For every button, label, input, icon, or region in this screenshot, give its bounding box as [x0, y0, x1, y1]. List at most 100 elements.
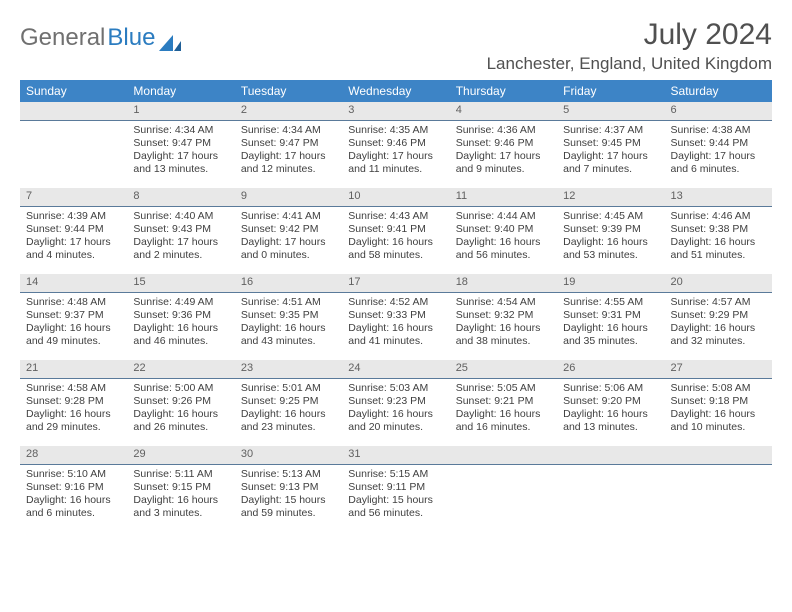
calendar-week-row: 28Sunrise: 5:10 AMSunset: 9:16 PMDayligh…	[20, 446, 772, 532]
daylight-text: Daylight: 16 hours	[348, 408, 443, 421]
daylight-text-2: and 53 minutes.	[563, 249, 658, 262]
daylight-text-2: and 26 minutes.	[133, 421, 228, 434]
calendar-day-cell: 31Sunrise: 5:15 AMSunset: 9:11 PMDayligh…	[342, 446, 449, 532]
sunset-text: Sunset: 9:15 PM	[133, 481, 228, 494]
sunrise-text: Sunrise: 4:55 AM	[563, 296, 658, 309]
empty-day-number	[450, 446, 557, 465]
sunrise-text: Sunrise: 4:57 AM	[671, 296, 766, 309]
day-content: Sunrise: 4:40 AMSunset: 9:43 PMDaylight:…	[127, 207, 234, 269]
sunrise-text: Sunrise: 4:49 AM	[133, 296, 228, 309]
daylight-text-2: and 2 minutes.	[133, 249, 228, 262]
sunset-text: Sunset: 9:21 PM	[456, 395, 551, 408]
empty-day-number	[20, 102, 127, 121]
sunset-text: Sunset: 9:23 PM	[348, 395, 443, 408]
calendar-day-cell	[665, 446, 772, 532]
sunrise-text: Sunrise: 5:10 AM	[26, 468, 121, 481]
sunrise-text: Sunrise: 5:01 AM	[241, 382, 336, 395]
calendar-day-cell: 19Sunrise: 4:55 AMSunset: 9:31 PMDayligh…	[557, 274, 664, 360]
day-content: Sunrise: 4:54 AMSunset: 9:32 PMDaylight:…	[450, 293, 557, 355]
day-number: 31	[342, 446, 449, 465]
day-content: Sunrise: 5:10 AMSunset: 9:16 PMDaylight:…	[20, 465, 127, 527]
calendar-day-cell: 1Sunrise: 4:34 AMSunset: 9:47 PMDaylight…	[127, 102, 234, 188]
calendar-day-cell: 27Sunrise: 5:08 AMSunset: 9:18 PMDayligh…	[665, 360, 772, 446]
day-content: Sunrise: 5:00 AMSunset: 9:26 PMDaylight:…	[127, 379, 234, 441]
calendar-day-cell: 30Sunrise: 5:13 AMSunset: 9:13 PMDayligh…	[235, 446, 342, 532]
sunset-text: Sunset: 9:37 PM	[26, 309, 121, 322]
daylight-text: Daylight: 16 hours	[133, 494, 228, 507]
sunset-text: Sunset: 9:26 PM	[133, 395, 228, 408]
sunset-text: Sunset: 9:32 PM	[456, 309, 551, 322]
day-number: 12	[557, 188, 664, 207]
day-content: Sunrise: 4:34 AMSunset: 9:47 PMDaylight:…	[235, 121, 342, 183]
calendar-day-cell: 15Sunrise: 4:49 AMSunset: 9:36 PMDayligh…	[127, 274, 234, 360]
sunset-text: Sunset: 9:13 PM	[241, 481, 336, 494]
calendar-day-cell: 6Sunrise: 4:38 AMSunset: 9:44 PMDaylight…	[665, 102, 772, 188]
sunrise-text: Sunrise: 4:38 AM	[671, 124, 766, 137]
sunset-text: Sunset: 9:41 PM	[348, 223, 443, 236]
daylight-text-2: and 23 minutes.	[241, 421, 336, 434]
calendar-day-cell: 13Sunrise: 4:46 AMSunset: 9:38 PMDayligh…	[665, 188, 772, 274]
calendar-table: Sunday Monday Tuesday Wednesday Thursday…	[20, 80, 772, 532]
title-block: July 2024 Lanchester, England, United Ki…	[487, 18, 772, 74]
daylight-text: Daylight: 16 hours	[133, 408, 228, 421]
day-number: 19	[557, 274, 664, 293]
daylight-text-2: and 46 minutes.	[133, 335, 228, 348]
day-number: 8	[127, 188, 234, 207]
sunrise-text: Sunrise: 4:41 AM	[241, 210, 336, 223]
daylight-text-2: and 59 minutes.	[241, 507, 336, 520]
daylight-text: Daylight: 16 hours	[456, 322, 551, 335]
calendar-day-cell: 5Sunrise: 4:37 AMSunset: 9:45 PMDaylight…	[557, 102, 664, 188]
day-content: Sunrise: 5:01 AMSunset: 9:25 PMDaylight:…	[235, 379, 342, 441]
day-content: Sunrise: 4:52 AMSunset: 9:33 PMDaylight:…	[342, 293, 449, 355]
day-content: Sunrise: 4:55 AMSunset: 9:31 PMDaylight:…	[557, 293, 664, 355]
sunset-text: Sunset: 9:31 PM	[563, 309, 658, 322]
day-content: Sunrise: 4:45 AMSunset: 9:39 PMDaylight:…	[557, 207, 664, 269]
sunrise-text: Sunrise: 5:15 AM	[348, 468, 443, 481]
sunrise-text: Sunrise: 4:44 AM	[456, 210, 551, 223]
day-number: 28	[20, 446, 127, 465]
daylight-text-2: and 29 minutes.	[26, 421, 121, 434]
day-content: Sunrise: 4:34 AMSunset: 9:47 PMDaylight:…	[127, 121, 234, 183]
calendar-day-cell: 20Sunrise: 4:57 AMSunset: 9:29 PMDayligh…	[665, 274, 772, 360]
daylight-text: Daylight: 16 hours	[456, 408, 551, 421]
header: GeneralBlue July 2024 Lanchester, Englan…	[20, 18, 772, 74]
calendar-day-cell: 26Sunrise: 5:06 AMSunset: 9:20 PMDayligh…	[557, 360, 664, 446]
day-number: 11	[450, 188, 557, 207]
sunrise-text: Sunrise: 4:51 AM	[241, 296, 336, 309]
day-content: Sunrise: 4:58 AMSunset: 9:28 PMDaylight:…	[20, 379, 127, 441]
day-number: 10	[342, 188, 449, 207]
sunset-text: Sunset: 9:18 PM	[671, 395, 766, 408]
sunrise-text: Sunrise: 4:48 AM	[26, 296, 121, 309]
day-number: 2	[235, 102, 342, 121]
daylight-text-2: and 11 minutes.	[348, 163, 443, 176]
sunset-text: Sunset: 9:46 PM	[456, 137, 551, 150]
weekday-header: Thursday	[450, 80, 557, 102]
sunrise-text: Sunrise: 5:03 AM	[348, 382, 443, 395]
day-content: Sunrise: 5:05 AMSunset: 9:21 PMDaylight:…	[450, 379, 557, 441]
day-number: 18	[450, 274, 557, 293]
calendar-day-cell	[557, 446, 664, 532]
calendar-day-cell: 12Sunrise: 4:45 AMSunset: 9:39 PMDayligh…	[557, 188, 664, 274]
daylight-text: Daylight: 16 hours	[563, 322, 658, 335]
daylight-text: Daylight: 17 hours	[348, 150, 443, 163]
weekday-header: Sunday	[20, 80, 127, 102]
day-number: 30	[235, 446, 342, 465]
sunrise-text: Sunrise: 5:08 AM	[671, 382, 766, 395]
day-number: 21	[20, 360, 127, 379]
sunrise-text: Sunrise: 4:43 AM	[348, 210, 443, 223]
daylight-text-2: and 51 minutes.	[671, 249, 766, 262]
sunset-text: Sunset: 9:25 PM	[241, 395, 336, 408]
calendar-day-cell: 14Sunrise: 4:48 AMSunset: 9:37 PMDayligh…	[20, 274, 127, 360]
daylight-text: Daylight: 15 hours	[241, 494, 336, 507]
daylight-text: Daylight: 16 hours	[348, 236, 443, 249]
sunrise-text: Sunrise: 5:05 AM	[456, 382, 551, 395]
daylight-text-2: and 6 minutes.	[671, 163, 766, 176]
day-number: 23	[235, 360, 342, 379]
calendar-day-cell: 28Sunrise: 5:10 AMSunset: 9:16 PMDayligh…	[20, 446, 127, 532]
month-title: July 2024	[487, 18, 772, 52]
sunset-text: Sunset: 9:35 PM	[241, 309, 336, 322]
empty-day-number	[557, 446, 664, 465]
calendar-day-cell: 25Sunrise: 5:05 AMSunset: 9:21 PMDayligh…	[450, 360, 557, 446]
daylight-text-2: and 0 minutes.	[241, 249, 336, 262]
day-content: Sunrise: 4:39 AMSunset: 9:44 PMDaylight:…	[20, 207, 127, 269]
